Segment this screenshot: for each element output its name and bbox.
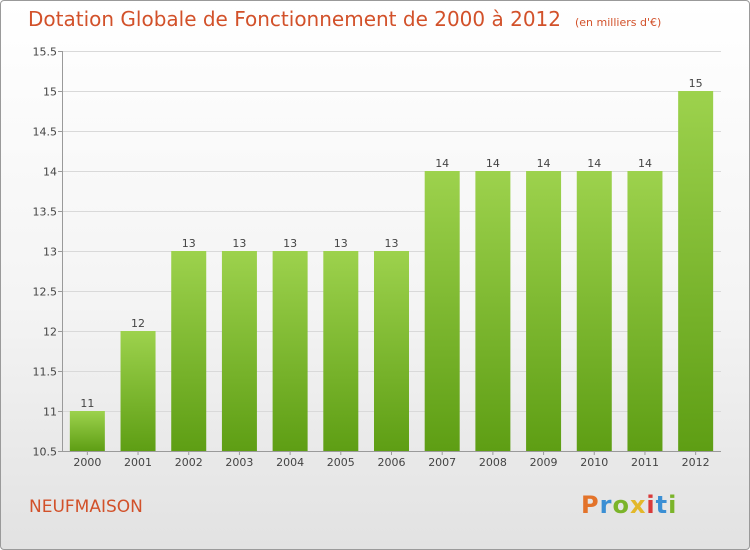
data-label: 11 — [80, 397, 94, 410]
bar — [272, 251, 308, 451]
data-label: 13 — [334, 237, 348, 250]
x-tick-label: 2005 — [327, 456, 355, 469]
x-tick-label: 2008 — [479, 456, 507, 469]
bar — [424, 171, 460, 451]
commune-name: NEUFMAISON — [29, 497, 143, 517]
data-label: 13 — [385, 237, 399, 250]
x-tick-label: 2009 — [530, 456, 558, 469]
x-tick-label: 2002 — [175, 456, 203, 469]
x-tick-label: 2010 — [580, 456, 608, 469]
y-tick-label: 15.5 — [33, 46, 58, 59]
y-tick-label: 11.5 — [33, 366, 58, 379]
bar — [221, 251, 257, 451]
bar — [627, 171, 663, 451]
chart-subtitle: (en milliers d'€) — [575, 16, 662, 29]
data-label: 13 — [182, 237, 196, 250]
x-tick-label: 2007 — [428, 456, 456, 469]
data-label: 13 — [283, 237, 297, 250]
data-label: 14 — [537, 157, 551, 170]
chart-title: Dotation Globale de Fonctionnement de 20… — [28, 7, 561, 31]
bar — [526, 171, 562, 451]
x-tick-label: 2006 — [378, 456, 406, 469]
proxiti-logo: Proxiti — [581, 491, 678, 519]
x-tick-label: 2001 — [124, 456, 152, 469]
y-tick-label: 11 — [43, 406, 57, 419]
x-tick-label: 2011 — [631, 456, 659, 469]
y-tick-label: 13.5 — [33, 206, 58, 219]
bar — [323, 251, 359, 451]
data-label: 14 — [587, 157, 601, 170]
bar — [171, 251, 207, 451]
y-tick-label: 14 — [43, 166, 57, 179]
x-tick-label: 2000 — [73, 456, 101, 469]
bar — [678, 91, 714, 451]
bar — [475, 171, 511, 451]
title-row: Dotation Globale de Fonctionnement de 20… — [28, 7, 661, 31]
bar — [374, 251, 409, 451]
data-label: 14 — [486, 157, 500, 170]
y-tick-label: 13 — [43, 246, 57, 259]
x-tick-label: 2012 — [682, 456, 710, 469]
y-tick-label: 10.5 — [33, 446, 58, 459]
bar — [120, 331, 156, 451]
bar — [576, 171, 612, 451]
data-label: 12 — [131, 317, 145, 330]
data-label: 15 — [689, 77, 703, 90]
data-label: 14 — [435, 157, 449, 170]
bar — [69, 411, 105, 451]
x-tick-label: 2003 — [225, 456, 253, 469]
y-tick-label: 12.5 — [33, 286, 58, 299]
y-tick-label: 12 — [43, 326, 57, 339]
y-tick-label: 15 — [43, 86, 57, 99]
data-label: 13 — [232, 237, 246, 250]
y-tick-label: 14.5 — [33, 126, 58, 139]
data-label: 14 — [638, 157, 652, 170]
x-tick-label: 2004 — [276, 456, 304, 469]
